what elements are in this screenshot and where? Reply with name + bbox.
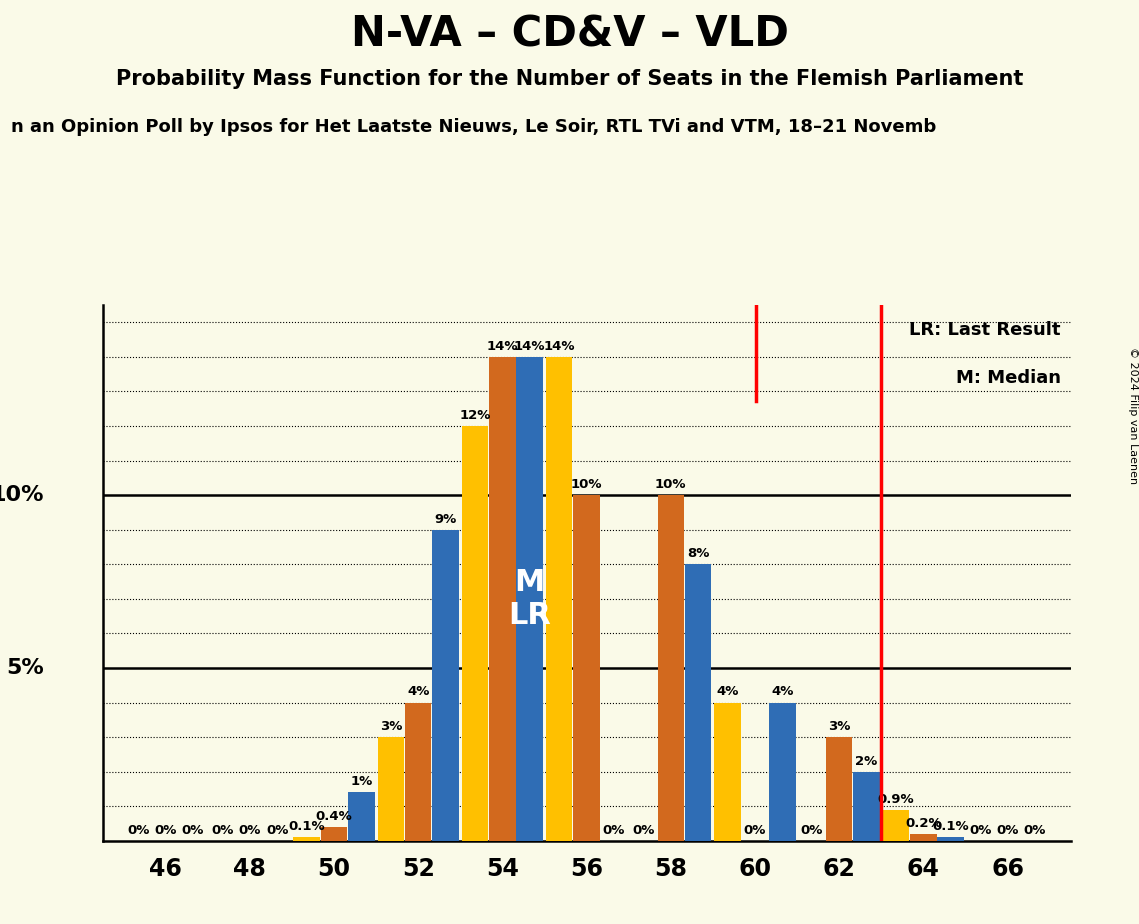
Text: 5%: 5% [7,658,44,678]
Text: 0%: 0% [632,823,655,837]
Text: 3%: 3% [828,720,851,733]
Text: 0%: 0% [267,823,288,837]
Text: 0.1%: 0.1% [288,821,325,833]
Text: N-VA – CD&V – VLD: N-VA – CD&V – VLD [351,14,788,55]
Text: 1%: 1% [351,775,372,788]
Text: Probability Mass Function for the Number of Seats in the Flemish Parliament: Probability Mass Function for the Number… [116,69,1023,90]
Text: 10%: 10% [571,478,603,491]
Bar [883,809,909,841]
Text: 0%: 0% [603,823,625,837]
Text: 0.4%: 0.4% [316,809,352,823]
Bar [489,357,516,841]
Text: 0.1%: 0.1% [933,821,969,833]
Text: M: Median: M: Median [956,370,1060,387]
Text: 0%: 0% [969,823,991,837]
Text: 8%: 8% [687,547,710,560]
Bar [405,702,432,841]
Bar [294,837,320,841]
Text: 2%: 2% [855,755,878,768]
Bar [349,793,375,841]
Text: 0%: 0% [801,823,823,837]
Text: LR: Last Result: LR: Last Result [909,321,1060,339]
Bar [826,737,852,841]
Text: 0%: 0% [155,823,177,837]
Bar [461,426,489,841]
Text: 10%: 10% [655,478,687,491]
Text: 9%: 9% [434,513,457,526]
Bar [573,495,600,841]
Text: n an Opinion Poll by Ipsos for Het Laatste Nieuws, Le Soir, RTL TVi and VTM, 18–: n an Opinion Poll by Ipsos for Het Laats… [11,118,936,136]
Text: 14%: 14% [543,340,575,353]
Text: 0%: 0% [1024,823,1046,837]
Text: © 2024 Filip van Laenen: © 2024 Filip van Laenen [1129,347,1138,484]
Bar [685,565,712,841]
Text: M
LR: M LR [508,567,551,630]
Text: 4%: 4% [771,686,794,699]
Text: 0%: 0% [182,823,204,837]
Text: 4%: 4% [407,686,429,699]
Text: 0%: 0% [744,823,767,837]
Text: 4%: 4% [716,686,739,699]
Bar [516,357,543,841]
Bar [657,495,685,841]
Bar [378,737,404,841]
Text: 14%: 14% [514,340,546,353]
Text: 0%: 0% [128,823,149,837]
Bar [853,772,879,841]
Text: 10%: 10% [0,485,44,505]
Bar [910,834,936,841]
Bar [321,827,347,841]
Text: 12%: 12% [459,408,491,421]
Bar [769,702,795,841]
Text: 0.9%: 0.9% [878,793,915,806]
Text: 0%: 0% [212,823,233,837]
Text: 0%: 0% [997,823,1018,837]
Bar [937,837,964,841]
Text: 14%: 14% [486,340,518,353]
Text: 3%: 3% [379,720,402,733]
Bar [433,529,459,841]
Text: 0.2%: 0.2% [906,817,942,830]
Bar [714,702,740,841]
Bar [546,357,573,841]
Text: 0%: 0% [239,823,261,837]
